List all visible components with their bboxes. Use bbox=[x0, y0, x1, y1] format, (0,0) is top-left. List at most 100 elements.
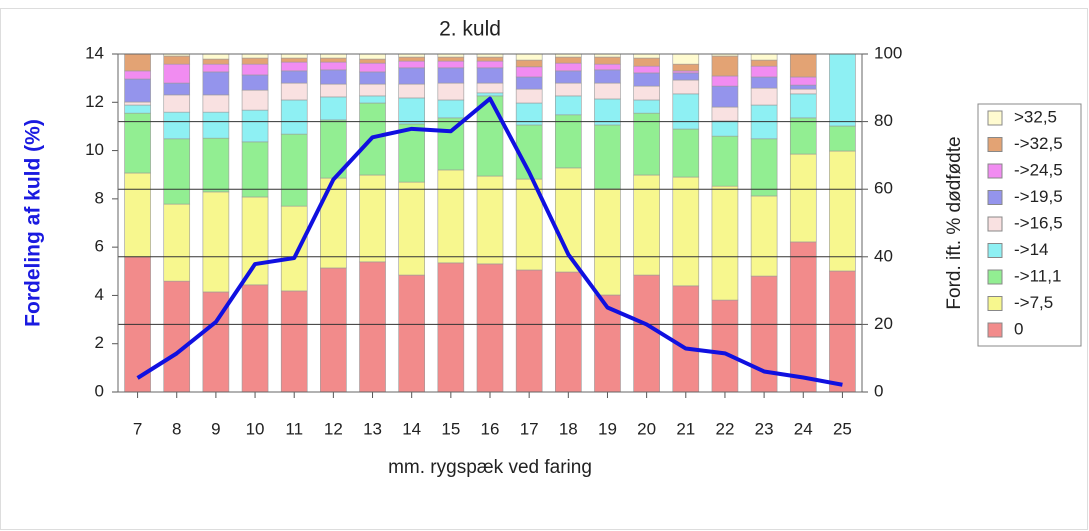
bar-segment bbox=[555, 114, 582, 169]
bar-segment bbox=[398, 56, 425, 62]
bar-segment bbox=[163, 111, 191, 140]
legend-swatch bbox=[987, 296, 1003, 311]
y2-tick-label: 60 bbox=[874, 179, 893, 198]
bar-segment bbox=[241, 89, 269, 111]
bar-segment bbox=[711, 299, 739, 393]
bar-segment bbox=[163, 55, 191, 65]
bar-segment bbox=[241, 63, 269, 76]
legend-label: ->11,1 bbox=[1014, 266, 1061, 285]
bar-segment bbox=[711, 120, 739, 137]
y-tick-label: 8 bbox=[95, 188, 104, 207]
x-tick-label: 21 bbox=[676, 419, 695, 438]
bar-segment bbox=[515, 53, 543, 61]
x-tick-label: 22 bbox=[715, 419, 734, 438]
y-tick-label: 4 bbox=[95, 285, 104, 304]
bar-segment bbox=[320, 57, 347, 63]
bar-segment bbox=[711, 55, 739, 77]
bar-segment bbox=[241, 109, 269, 143]
legend-swatch bbox=[987, 110, 1003, 126]
bar-segment bbox=[280, 53, 308, 59]
bar-segment bbox=[320, 177, 347, 269]
bar-segment bbox=[633, 112, 660, 176]
bar-segment bbox=[789, 88, 817, 95]
y-tick-label: 14 bbox=[85, 43, 104, 62]
bar-segment bbox=[594, 63, 621, 71]
bar-segment bbox=[672, 176, 700, 287]
bar-segment bbox=[163, 82, 191, 96]
x-tick-label: 11 bbox=[285, 419, 303, 438]
y-tick-label: 6 bbox=[95, 237, 104, 256]
bar-segment bbox=[672, 285, 700, 393]
plot-border bbox=[117, 53, 863, 393]
bar-segment bbox=[359, 71, 386, 85]
bar-segment bbox=[124, 112, 151, 174]
legend-label: 0 bbox=[1014, 319, 1023, 338]
bar-segment bbox=[672, 70, 700, 74]
bar-segment bbox=[280, 82, 308, 101]
x-tick-label: 9 bbox=[211, 419, 220, 438]
bar-segment bbox=[633, 65, 660, 74]
x-tick-label: 23 bbox=[755, 419, 774, 438]
bar-segment bbox=[594, 124, 621, 190]
bar-segment bbox=[594, 188, 621, 296]
bar-segment bbox=[202, 63, 230, 73]
bar-segment bbox=[241, 57, 269, 65]
bar-segment bbox=[633, 57, 660, 67]
legend-swatch bbox=[987, 216, 1003, 232]
bar-segment bbox=[476, 60, 504, 69]
bar-segment bbox=[202, 111, 230, 139]
bar-segment bbox=[476, 263, 504, 393]
bar-segment bbox=[241, 196, 269, 286]
bar-segment bbox=[320, 69, 347, 85]
bar-segment bbox=[241, 284, 269, 393]
x-tick-label: 7 bbox=[133, 419, 142, 438]
bar-segment bbox=[555, 95, 582, 116]
x-tick-label: 25 bbox=[833, 419, 852, 438]
bar-segment bbox=[711, 106, 739, 122]
y-tick-label: 12 bbox=[85, 92, 104, 111]
y-tick-label: 2 bbox=[95, 333, 104, 352]
bar-segment bbox=[280, 205, 308, 292]
bar-segment bbox=[750, 65, 778, 78]
bar-segment bbox=[633, 85, 660, 101]
bar-segment bbox=[280, 61, 308, 72]
bar-segment bbox=[515, 76, 543, 90]
legend-swatch bbox=[987, 163, 1003, 179]
bar-segment bbox=[476, 92, 504, 97]
bar-segment bbox=[280, 57, 308, 63]
y-tick-label: 0 bbox=[95, 381, 104, 400]
y2-axis-label: Ford. ift. % dødfødte bbox=[944, 136, 965, 309]
legend-swatch bbox=[987, 190, 1003, 205]
bar-segment bbox=[202, 137, 230, 193]
x-tick-label: 13 bbox=[363, 419, 382, 438]
bar-segment bbox=[398, 181, 425, 276]
bar-segment bbox=[711, 75, 739, 87]
x-tick-label: 16 bbox=[481, 419, 500, 438]
bar-segment bbox=[672, 63, 700, 72]
bar-segment bbox=[124, 101, 151, 106]
bar-segment bbox=[672, 53, 700, 65]
bar-segment bbox=[437, 82, 465, 101]
bar-segment bbox=[398, 83, 425, 99]
x-tick-label: 17 bbox=[520, 419, 539, 438]
bar-segment bbox=[163, 138, 191, 205]
y2-tick-label: 100 bbox=[874, 43, 902, 62]
bar-segment bbox=[594, 98, 621, 126]
bar-segment bbox=[476, 95, 504, 177]
bar-segment bbox=[398, 60, 425, 69]
x-tick-label: 19 bbox=[598, 419, 617, 438]
legend-label: ->32,5 bbox=[1014, 134, 1063, 153]
bar-segment bbox=[555, 56, 582, 64]
bar-segment bbox=[515, 66, 543, 78]
bar-segment bbox=[672, 128, 700, 178]
bar-segment bbox=[555, 271, 582, 393]
x-axis-label: mm. rygspæk ved faring bbox=[388, 457, 592, 478]
bar-segment bbox=[829, 125, 856, 152]
bar-segment bbox=[320, 83, 347, 98]
bar-segment bbox=[633, 274, 660, 393]
x-tick-label: 14 bbox=[402, 419, 421, 438]
x-tick-label: 12 bbox=[324, 419, 343, 438]
bar-segment bbox=[476, 175, 504, 265]
bar-segment bbox=[555, 70, 582, 84]
bar-segment bbox=[750, 195, 778, 277]
